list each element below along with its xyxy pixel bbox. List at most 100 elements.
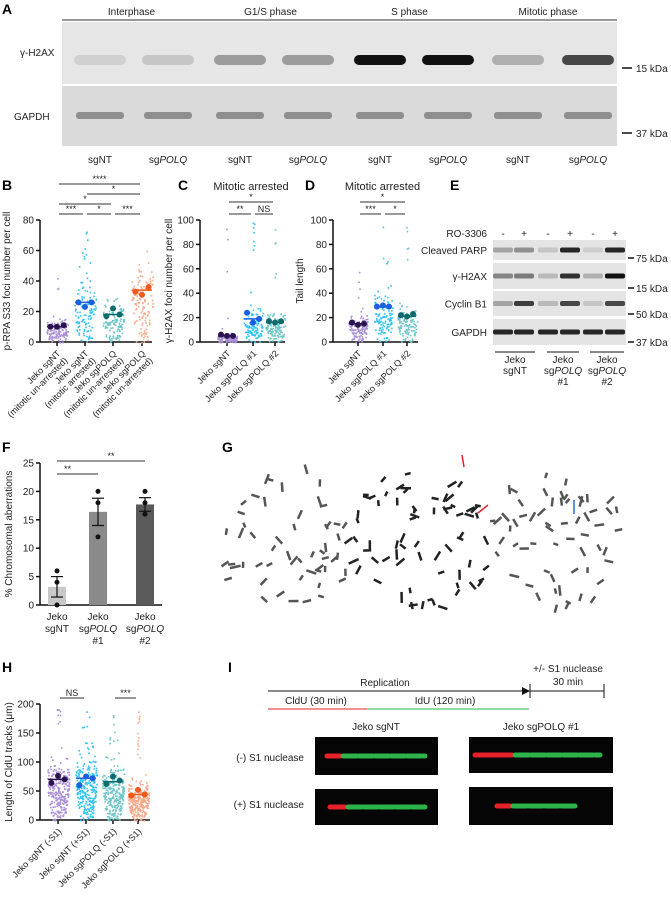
data-point bbox=[276, 328, 279, 330]
chromosome bbox=[535, 592, 542, 602]
data-point bbox=[119, 814, 122, 816]
data-point bbox=[376, 338, 379, 340]
data-point bbox=[57, 277, 59, 280]
data-point bbox=[90, 813, 92, 816]
data-point bbox=[138, 813, 140, 816]
significance-label: ** bbox=[107, 451, 115, 461]
data-point bbox=[75, 308, 77, 311]
data-point bbox=[141, 811, 144, 814]
data-point bbox=[380, 324, 383, 326]
data-point bbox=[68, 788, 70, 791]
data-point bbox=[381, 308, 384, 310]
data-point bbox=[91, 311, 94, 313]
data-point bbox=[54, 602, 60, 608]
data-point bbox=[139, 275, 142, 278]
data-point bbox=[78, 775, 80, 778]
data-point bbox=[384, 331, 386, 334]
y-tick-label: 20 bbox=[316, 313, 328, 324]
data-point bbox=[48, 794, 50, 797]
chromosome bbox=[317, 594, 325, 599]
chromosome bbox=[316, 495, 323, 507]
data-point bbox=[54, 336, 56, 339]
data-point bbox=[83, 321, 86, 324]
data-point bbox=[142, 488, 148, 494]
data-point bbox=[381, 316, 384, 319]
data-point bbox=[139, 318, 141, 321]
data-point bbox=[146, 282, 148, 285]
data-point bbox=[82, 252, 84, 254]
data-point bbox=[104, 798, 106, 801]
data-point bbox=[52, 787, 54, 789]
data-point bbox=[140, 331, 142, 334]
data-point bbox=[131, 799, 133, 802]
data-point bbox=[362, 317, 365, 320]
data-point bbox=[92, 787, 95, 789]
data-point bbox=[76, 329, 79, 331]
data-point bbox=[281, 331, 283, 334]
chromosome bbox=[356, 509, 360, 519]
data-point bbox=[59, 341, 62, 344]
x-tick-label: #1 bbox=[92, 636, 104, 647]
replicate-mean bbox=[361, 320, 367, 327]
data-point bbox=[83, 255, 86, 258]
data-point bbox=[94, 755, 96, 758]
data-point bbox=[89, 782, 91, 784]
data-point bbox=[116, 318, 118, 321]
data-point bbox=[108, 322, 110, 325]
data-point bbox=[117, 770, 119, 773]
data-point bbox=[398, 330, 401, 333]
chromosome bbox=[262, 496, 267, 507]
data-point bbox=[384, 320, 387, 323]
chromosome bbox=[604, 559, 614, 564]
data-point bbox=[140, 328, 142, 330]
data-point bbox=[270, 324, 272, 327]
marker-label: 15 kDa bbox=[636, 284, 668, 295]
data-point bbox=[138, 718, 141, 721]
data-point bbox=[65, 329, 67, 331]
data-point bbox=[58, 329, 60, 332]
data-point bbox=[115, 337, 117, 340]
data-point bbox=[64, 339, 67, 341]
data-point bbox=[56, 793, 58, 795]
chromosome bbox=[553, 604, 559, 614]
data-point bbox=[401, 341, 403, 343]
replicate-mean bbox=[60, 322, 67, 329]
data-point bbox=[106, 326, 109, 329]
data-point bbox=[143, 797, 145, 799]
y-tick-label: 50 bbox=[23, 787, 35, 798]
chromosome bbox=[431, 599, 436, 606]
data-point bbox=[361, 330, 364, 332]
lane-label: sgPOLQ bbox=[289, 155, 328, 166]
data-point bbox=[221, 339, 224, 341]
data-point bbox=[148, 319, 151, 321]
data-point bbox=[137, 748, 139, 750]
data-point bbox=[398, 328, 401, 331]
data-point bbox=[409, 323, 411, 326]
data-point bbox=[145, 774, 147, 776]
data-point bbox=[386, 314, 388, 317]
data-point bbox=[267, 325, 270, 328]
data-point bbox=[102, 324, 105, 327]
data-point bbox=[50, 802, 52, 805]
data-point bbox=[137, 812, 139, 814]
data-point bbox=[109, 737, 112, 739]
data-point bbox=[282, 315, 285, 317]
data-point bbox=[272, 327, 274, 330]
data-point bbox=[271, 333, 273, 336]
data-point bbox=[113, 300, 115, 303]
data-point bbox=[111, 817, 113, 819]
data-point bbox=[146, 785, 149, 788]
data-point bbox=[267, 317, 270, 319]
data-point bbox=[403, 311, 405, 314]
data-point bbox=[141, 317, 144, 319]
data-point bbox=[82, 319, 84, 321]
y-tick-label: 80 bbox=[23, 216, 35, 227]
chromosome bbox=[285, 550, 290, 557]
data-point bbox=[143, 790, 146, 792]
data-point bbox=[63, 788, 66, 790]
group-label: Jeko bbox=[596, 355, 618, 366]
data-point bbox=[90, 317, 93, 319]
data-point bbox=[76, 789, 78, 791]
data-point bbox=[246, 336, 248, 338]
data-point bbox=[268, 315, 271, 318]
